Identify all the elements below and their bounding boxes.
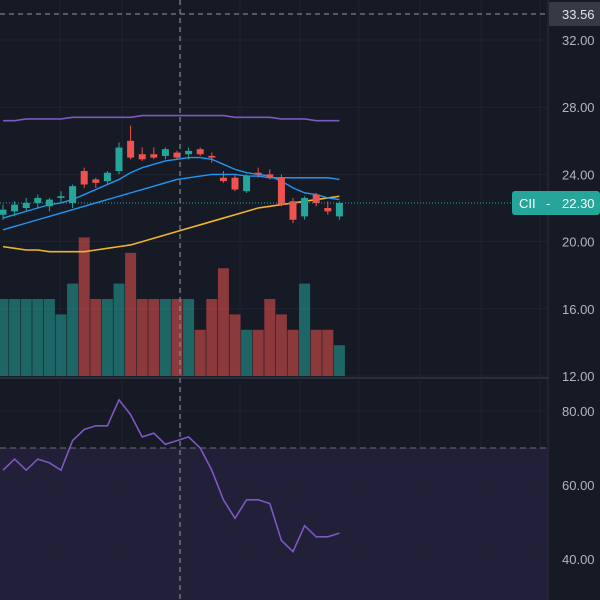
candle-body [80, 171, 88, 185]
last-price-separator: - [546, 196, 550, 211]
candle-body [69, 186, 77, 203]
volume-bar [9, 299, 21, 376]
last-price-label: 22.30 [562, 196, 595, 211]
candle-body [301, 197, 309, 217]
volume-bar [299, 283, 311, 376]
price-axis[interactable]: 32.00 28.00 24.00 20.00 16.00 12.00 80.00 60.00… [512, 0, 600, 600]
oscillator-panel[interactable] [0, 380, 548, 600]
volume-bar [252, 329, 264, 376]
candle-body [150, 154, 158, 158]
price-tick-label: 20.00 [562, 235, 595, 250]
volume-bar [159, 299, 171, 376]
candle-body [34, 197, 42, 203]
candle-body [185, 150, 193, 155]
volume-bar [310, 329, 322, 376]
oscillator-tick-label: 80.00 [562, 404, 595, 419]
price-axis-background [548, 0, 600, 600]
volume-bar [0, 299, 9, 376]
volume-bar [206, 299, 218, 376]
candle-body [173, 152, 181, 158]
candle-body [22, 202, 30, 208]
crosshair-price-label: 33.56 [562, 7, 595, 22]
candle-body [57, 196, 65, 198]
candle-body [335, 202, 343, 217]
volume-bar [32, 299, 44, 376]
candle-body [231, 177, 239, 190]
price-tick-label: 12.00 [562, 369, 595, 384]
volume-bar [78, 237, 90, 376]
volume-bar [275, 314, 287, 376]
candle-body [103, 172, 111, 182]
candle-body [266, 174, 274, 178]
volume-bar [183, 299, 195, 376]
candle-body [324, 208, 332, 212]
volume-bar [20, 299, 32, 376]
price-tick-label: 24.00 [562, 167, 595, 182]
volume-bar [241, 329, 253, 376]
volume-bar [67, 283, 79, 376]
volume-bar [194, 329, 206, 376]
oscillator-tick-label: 60.00 [562, 478, 595, 493]
volume-bar [333, 345, 345, 376]
candle-body [254, 172, 262, 175]
volume-bar [264, 299, 276, 376]
volume-bar [101, 299, 113, 376]
volume-bar [125, 252, 137, 376]
candle-body [92, 179, 100, 183]
candle-body [219, 177, 227, 182]
volume-bar [148, 299, 160, 376]
candle-body [208, 155, 216, 158]
price-tick-label: 28.00 [562, 100, 595, 115]
candle-body [277, 177, 285, 205]
volume-bar [43, 299, 55, 376]
volume-bar [113, 283, 125, 376]
candle-body [11, 204, 19, 212]
candle-body [243, 176, 251, 192]
candle-body [45, 199, 53, 207]
moving-average-long [3, 114, 340, 122]
oscillator-line [2, 398, 340, 553]
price-tick-label: 16.00 [562, 302, 595, 317]
candle-body [289, 201, 297, 220]
candle-body [312, 194, 320, 203]
crosshair [0, 0, 548, 600]
candle-body [196, 149, 204, 155]
volume-bar [322, 329, 334, 376]
symbol-tag: CII [519, 196, 536, 211]
volume-bar [55, 314, 67, 376]
volume-bar [217, 268, 229, 376]
volume-bar [287, 329, 299, 376]
candle-body [161, 149, 169, 156]
candle-body [115, 147, 123, 172]
price-tick-label: 32.00 [562, 33, 595, 48]
candle-body [0, 209, 7, 215]
last-price-tag [512, 190, 600, 215]
candle-body [138, 154, 146, 160]
volume-bar [90, 299, 102, 376]
crosshair-price-tag [549, 2, 600, 26]
volume-bar [229, 314, 241, 376]
oscillator-band [0, 448, 548, 600]
volume-bar [171, 299, 183, 376]
volume-bar [136, 299, 148, 376]
candle-body [127, 140, 135, 158]
oscillator-tick-label: 40.00 [562, 552, 595, 567]
